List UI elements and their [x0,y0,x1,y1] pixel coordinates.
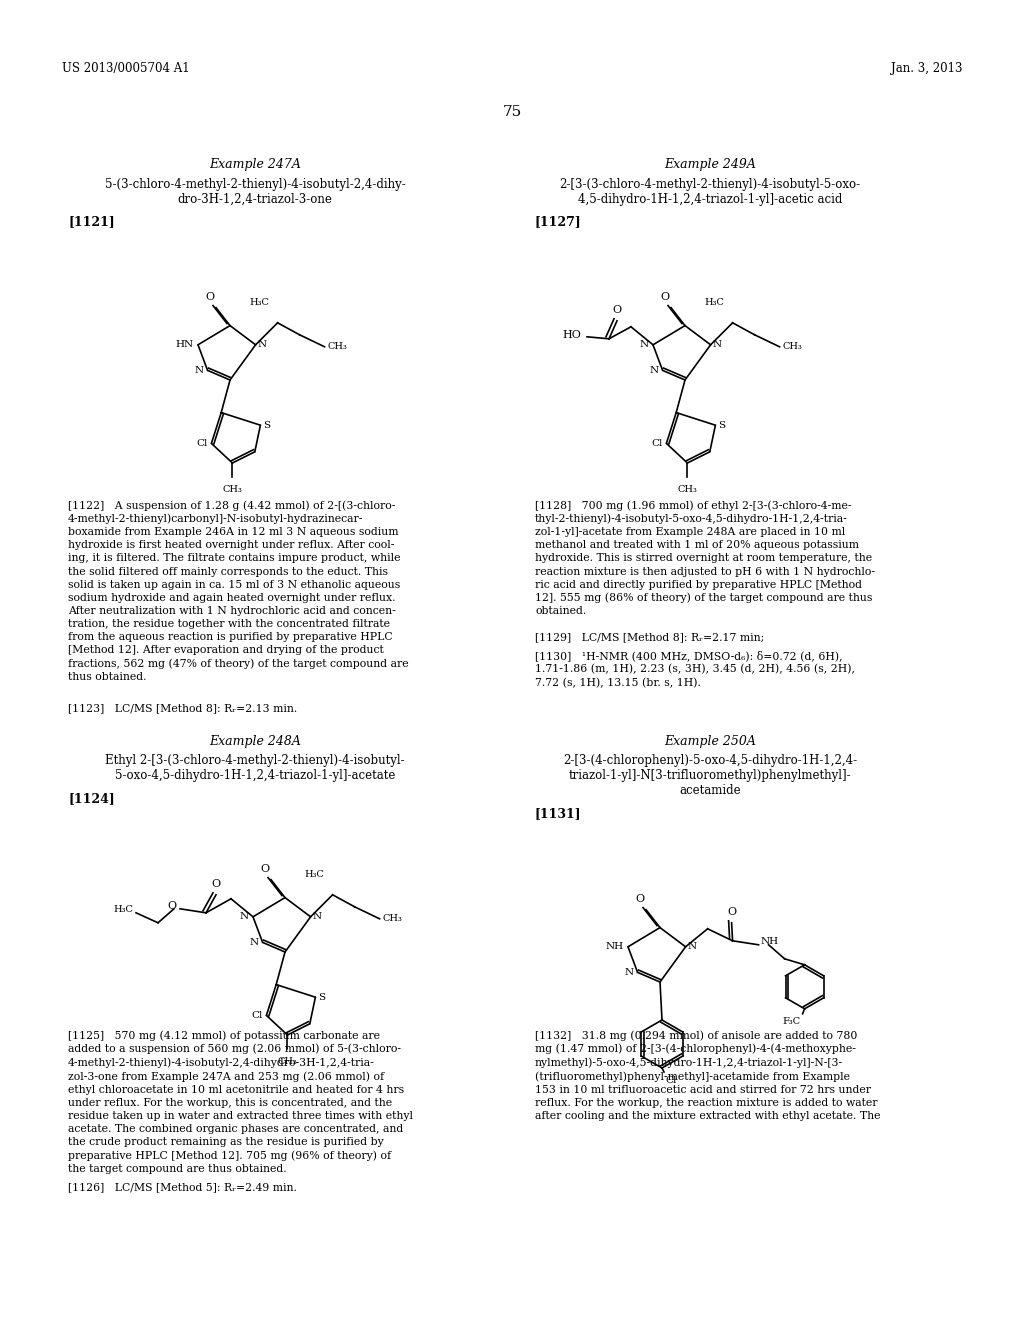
Text: N: N [312,912,322,921]
Text: N: N [250,939,259,946]
Text: N: N [713,341,722,350]
Text: N: N [240,912,249,921]
Text: [1127]: [1127] [535,215,582,228]
Text: Cl: Cl [251,1011,262,1020]
Text: Jan. 3, 2013: Jan. 3, 2013 [891,62,962,75]
Text: O: O [260,863,269,874]
Text: 2-[3-(3-chloro-4-methyl-2-thienyl)-4-isobutyl-5-oxo-: 2-[3-(3-chloro-4-methyl-2-thienyl)-4-iso… [559,178,860,191]
Text: O: O [211,879,220,888]
Text: H₃C: H₃C [113,906,133,915]
Text: O: O [168,900,177,911]
Text: [1130]   ¹H-NMR (400 MHz, DMSO-d₆): δ=0.72 (d, 6H),
1.71-1.86 (m, 1H), 2.23 (s, : [1130] ¹H-NMR (400 MHz, DMSO-d₆): δ=0.72… [535,649,855,688]
Text: N: N [649,366,658,375]
Text: O: O [206,292,215,301]
Text: Example 247A: Example 247A [209,158,301,172]
Text: Example 248A: Example 248A [209,735,301,748]
Text: US 2013/0005704 A1: US 2013/0005704 A1 [62,62,189,75]
Text: CH₃: CH₃ [383,915,402,923]
Text: Ethyl 2-[3-(3-chloro-4-methyl-2-thienyl)-4-isobutyl-: Ethyl 2-[3-(3-chloro-4-methyl-2-thienyl)… [105,754,404,767]
Text: O: O [727,907,736,917]
Text: O: O [612,305,622,314]
Text: S: S [318,993,326,1002]
Text: dro-3H-1,2,4-triazol-3-one: dro-3H-1,2,4-triazol-3-one [177,193,333,206]
Text: N: N [258,341,266,350]
Text: N: N [687,942,696,952]
Text: [1121]: [1121] [68,215,115,228]
Text: [1123]   LC/MS [Method 8]: Rᵣ=2.13 min.: [1123] LC/MS [Method 8]: Rᵣ=2.13 min. [68,704,297,713]
Text: CH₃: CH₃ [678,484,697,494]
Text: [1126]   LC/MS [Method 5]: Rᵣ=2.49 min.: [1126] LC/MS [Method 5]: Rᵣ=2.49 min. [68,1181,297,1192]
Text: HN: HN [176,341,194,350]
Text: Cl: Cl [665,1076,677,1085]
Text: acetamide: acetamide [679,784,740,797]
Text: triazol-1-yl]-N[3-trifluoromethyl)phenylmethyl]-: triazol-1-yl]-N[3-trifluoromethyl)phenyl… [568,770,851,781]
Text: S: S [263,421,270,430]
Text: S: S [719,421,726,430]
Text: N: N [625,968,634,977]
Text: CH₃: CH₃ [328,342,347,351]
Text: H₃C: H₃C [305,870,325,879]
Text: Cl: Cl [651,438,663,447]
Text: Cl: Cl [196,438,208,447]
Text: O: O [636,894,644,904]
Text: [1124]: [1124] [68,792,115,805]
Text: Example 250A: Example 250A [664,735,756,748]
Text: [1129]   LC/MS [Method 8]: Rᵣ=2.17 min;: [1129] LC/MS [Method 8]: Rᵣ=2.17 min; [535,632,764,642]
Text: 5-(3-chloro-4-methyl-2-thienyl)-4-isobutyl-2,4-dihy-: 5-(3-chloro-4-methyl-2-thienyl)-4-isobut… [104,178,406,191]
Text: HO: HO [562,330,581,339]
Text: CH₃: CH₃ [278,1057,297,1067]
Text: 75: 75 [503,106,521,119]
Text: 4,5-dihydro-1H-1,2,4-triazol-1-yl]-acetic acid: 4,5-dihydro-1H-1,2,4-triazol-1-yl]-aceti… [578,193,842,206]
Text: O: O [660,292,670,301]
Text: 5-oxo-4,5-dihydro-1H-1,2,4-triazol-1-yl]-acetate: 5-oxo-4,5-dihydro-1H-1,2,4-triazol-1-yl]… [115,770,395,781]
Text: [1125]   570 mg (4.12 mmol) of potassium carbonate are
added to a suspension of : [1125] 570 mg (4.12 mmol) of potassium c… [68,1030,413,1173]
Text: H₃C: H₃C [705,298,725,306]
Text: N: N [195,366,204,375]
Text: N: N [640,341,649,350]
Text: [1132]   31.8 mg (0.294 mmol) of anisole are added to 780
mg (1.47 mmol) of 2-[3: [1132] 31.8 mg (0.294 mmol) of anisole a… [535,1030,881,1121]
Text: NH: NH [761,937,778,946]
Text: CH₃: CH₃ [222,484,243,494]
Text: CH₃: CH₃ [782,342,803,351]
Text: [1128]   700 mg (1.96 mmol) of ethyl 2-[3-(3-chloro-4-me-
thyl-2-thienyl)-4-isob: [1128] 700 mg (1.96 mmol) of ethyl 2-[3-… [535,500,874,616]
Text: Example 249A: Example 249A [664,158,756,172]
Text: NH: NH [606,942,624,952]
Text: [1122]   A suspension of 1.28 g (4.42 mmol) of 2-[(3-chloro-
4-methyl-2-thienyl): [1122] A suspension of 1.28 g (4.42 mmol… [68,500,409,681]
Text: 2-[3-(4-chlorophenyl)-5-oxo-4,5-dihydro-1H-1,2,4-: 2-[3-(4-chlorophenyl)-5-oxo-4,5-dihydro-… [563,754,857,767]
Text: F₃C: F₃C [782,1016,801,1026]
Text: [1131]: [1131] [535,807,582,820]
Text: H₃C: H₃C [250,298,269,306]
